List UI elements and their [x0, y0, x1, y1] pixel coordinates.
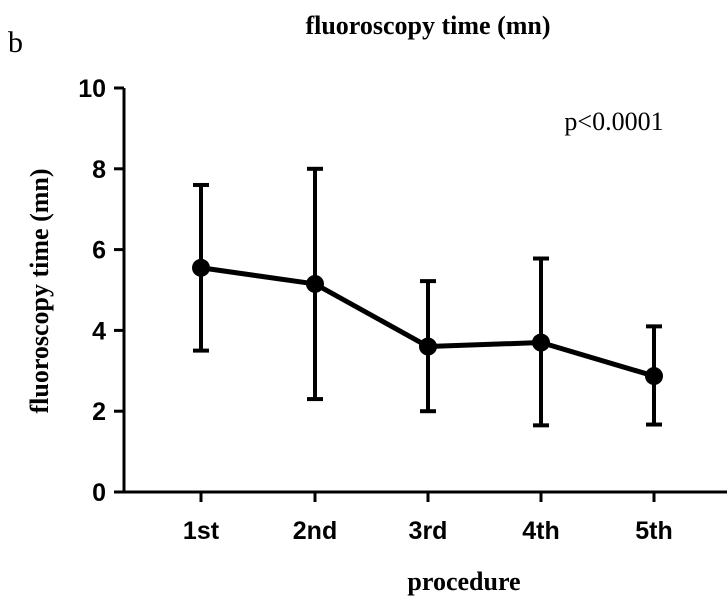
y-tick-label: 4: [92, 317, 106, 345]
chart-title: fluoroscopy time (mn): [305, 11, 550, 40]
y-tick-label: 8: [92, 156, 106, 184]
y-axis-label: fluoroscopy time (mn): [25, 168, 54, 413]
y-tick-label: 0: [92, 479, 106, 507]
x-tick-label: 1st: [183, 517, 220, 545]
data-point: [306, 274, 324, 293]
y-tick-label: 6: [92, 237, 106, 265]
y-tick-label: 2: [92, 398, 106, 426]
data-point: [419, 337, 437, 356]
y-ticks: 0 2 4 6 8 10: [78, 75, 124, 507]
error-bars: [193, 166, 662, 428]
data-points: [192, 258, 663, 386]
y-tick-label: 10: [78, 75, 106, 103]
x-tick-label: 5th: [635, 517, 673, 545]
data-point: [192, 258, 210, 277]
x-tick-label: 3rd: [409, 517, 448, 545]
x-tick-label: 4th: [522, 517, 560, 545]
data-point: [532, 333, 550, 352]
x-ticks: 1st 2nd 3rd 4th 5th: [183, 492, 673, 545]
x-tick-label: 2nd: [293, 517, 337, 545]
panel-label: b: [8, 26, 23, 59]
p-value-annotation: p<0.0001: [564, 107, 663, 136]
x-axis-label: procedure: [407, 567, 520, 596]
data-point: [645, 367, 663, 386]
